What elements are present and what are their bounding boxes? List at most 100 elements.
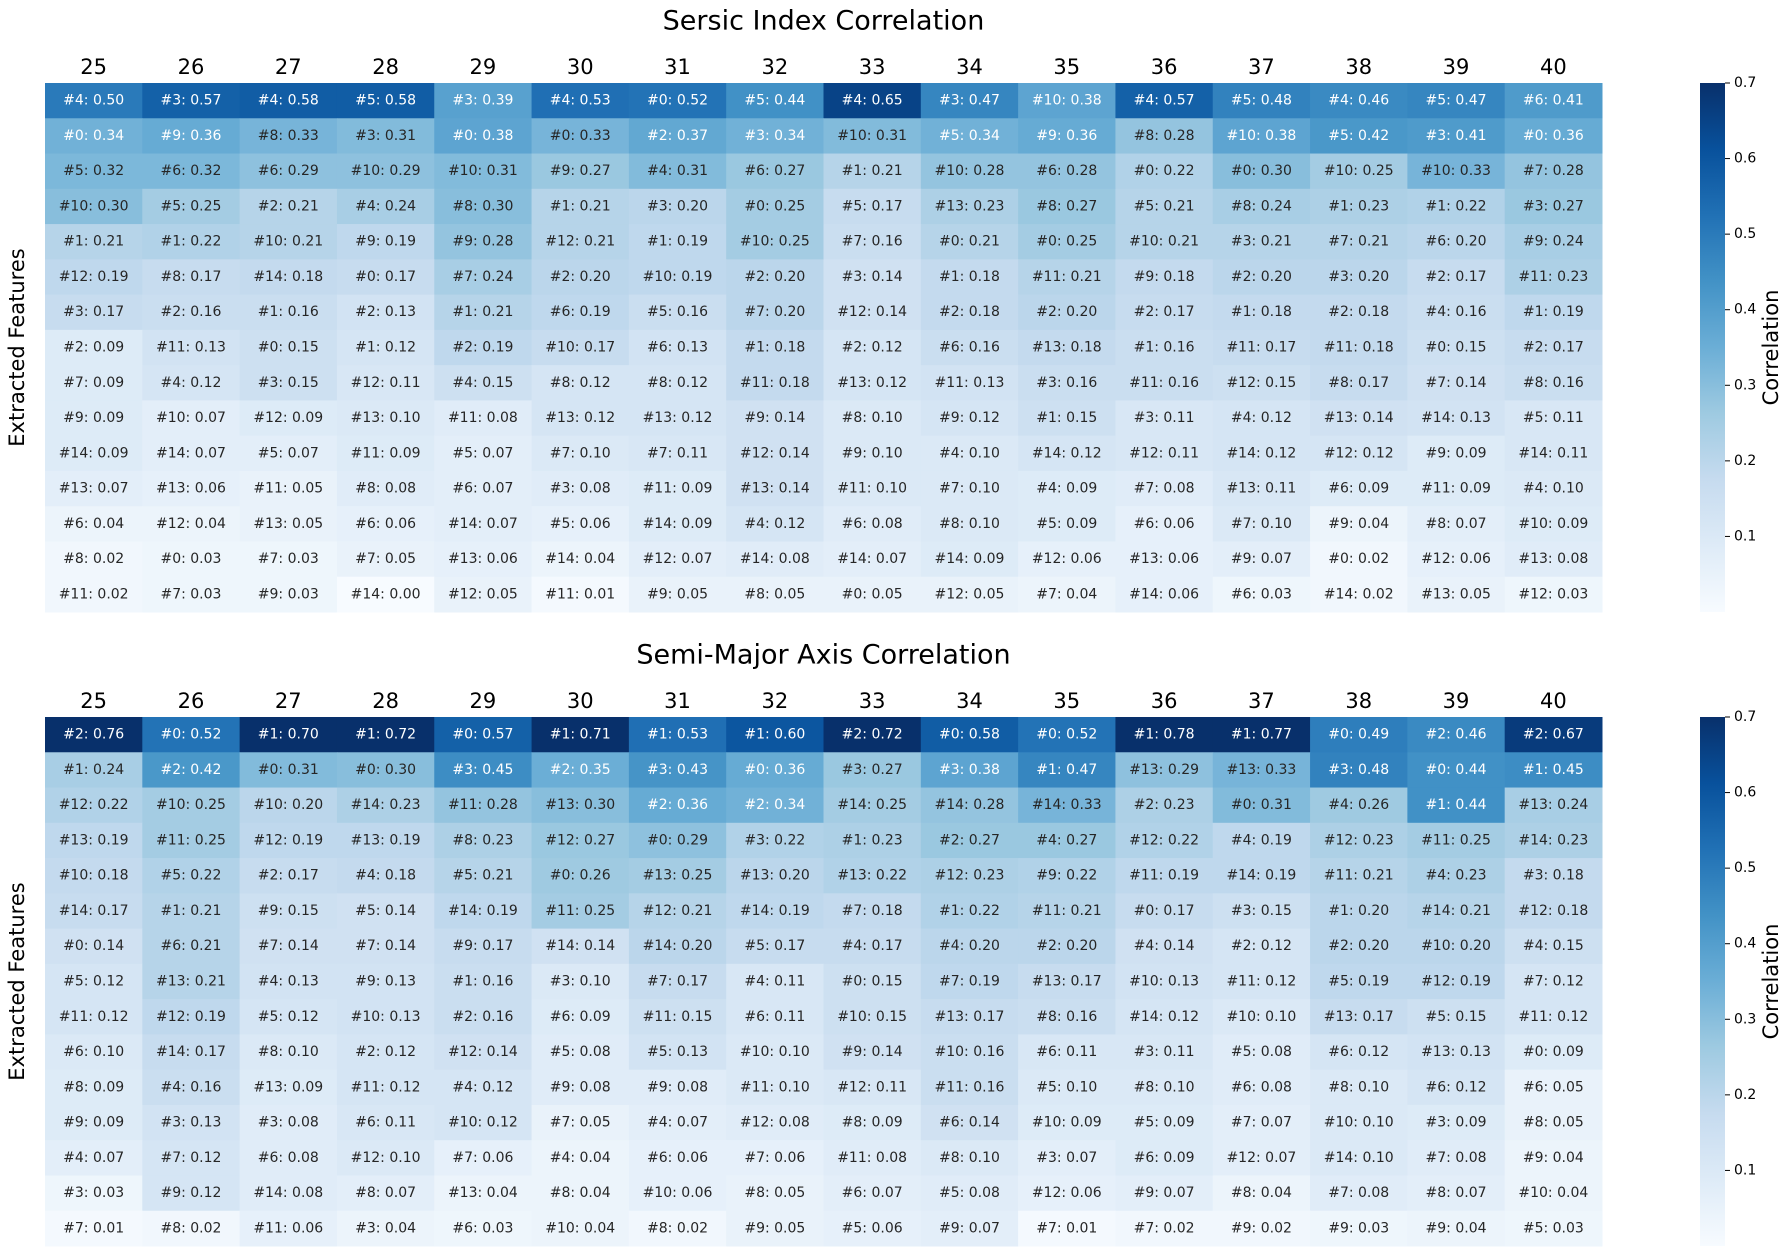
cell-label: #0: 0.34 <box>63 128 124 144</box>
cell-label: #11: 0.01 <box>545 586 615 602</box>
heatmap-cell <box>920 118 1019 155</box>
heatmap-cell <box>920 1175 1019 1212</box>
heatmap-cell <box>531 1175 630 1212</box>
cell-label: #1: 0.22 <box>939 903 1000 919</box>
heatmap-cell <box>1115 893 1214 930</box>
cell-label: #14: 0.13 <box>1421 410 1491 426</box>
cell-label: #4: 0.17 <box>842 938 903 954</box>
heatmap-cell <box>1212 329 1311 366</box>
cell-label: #11: 0.10 <box>740 1079 810 1095</box>
cell-label: #9: 0.28 <box>452 234 513 250</box>
heatmap-cell <box>1018 1140 1116 1176</box>
heatmap-cell <box>45 1069 143 1106</box>
heatmap-cell <box>1115 928 1214 965</box>
heatmap-cell <box>1407 787 1506 824</box>
heatmap-cell <box>1115 1034 1214 1071</box>
column-label: 31 <box>664 55 691 79</box>
heatmap-cell <box>1212 1069 1311 1106</box>
heatmap-cell <box>1115 435 1214 472</box>
heatmap-cell <box>1407 224 1506 260</box>
heatmap-cell <box>1115 506 1214 542</box>
heatmap-cell <box>726 224 824 260</box>
heatmap-cell <box>531 1069 630 1106</box>
cell-label: #0: 0.44 <box>1426 762 1487 778</box>
colorbar <box>1700 83 1725 612</box>
heatmap-cell <box>45 470 143 507</box>
cell-label: #14: 0.21 <box>1421 903 1491 919</box>
cell-label: #13: 0.06 <box>156 481 226 497</box>
cell-label: #10: 0.16 <box>935 1044 1005 1060</box>
heatmap-cell <box>239 1210 338 1247</box>
heatmap-cell <box>1212 1140 1311 1176</box>
cell-label: #3: 0.22 <box>744 832 805 848</box>
cell-label: #7: 0.28 <box>1523 163 1584 179</box>
heatmap-cell <box>1504 1104 1603 1141</box>
column-label: 29 <box>470 55 497 79</box>
cell-label: #8: 0.05 <box>1523 1115 1584 1131</box>
cell-label: #13: 0.05 <box>1421 586 1491 602</box>
heatmap-cell <box>1212 400 1311 437</box>
cell-label: #13: 0.29 <box>1129 762 1199 778</box>
cell-label: #2: 0.20 <box>744 269 805 285</box>
cell-label: #7: 0.16 <box>842 234 903 250</box>
cell-label: #6: 0.07 <box>452 481 513 497</box>
heatmap-cell <box>239 1034 338 1071</box>
cell-label: #13: 0.19 <box>351 832 421 848</box>
cell-label: #13: 0.20 <box>740 868 810 884</box>
heatmap-cell <box>726 822 824 859</box>
cell-label: #8: 0.28 <box>1134 128 1195 144</box>
cell-label: #0: 0.33 <box>550 128 611 144</box>
heatmap-cell <box>531 822 630 859</box>
cell-label: #10: 0.31 <box>448 163 518 179</box>
heatmap-cell <box>823 83 922 119</box>
cell-label: #8: 0.24 <box>1231 198 1292 214</box>
cell-label: #8: 0.10 <box>842 410 903 426</box>
heatmap-cell <box>628 435 727 472</box>
cell-label: #8: 0.33 <box>258 128 319 144</box>
cell-label: #2: 0.16 <box>452 1009 513 1025</box>
heatmap-cell <box>45 963 143 1000</box>
cell-label: #1: 0.70 <box>258 727 319 743</box>
heatmap-cell <box>1115 963 1214 1000</box>
cell-label: #14: 0.19 <box>1226 868 1296 884</box>
cell-label: #11: 0.13 <box>935 375 1005 391</box>
column-label: 40 <box>1540 55 1567 79</box>
cell-label: #1: 0.12 <box>355 340 416 356</box>
heatmap-cell <box>1018 963 1116 1000</box>
heatmap-cell <box>1018 329 1116 366</box>
cell-label: #13: 0.12 <box>837 375 907 391</box>
cell-label: #13: 0.30 <box>545 797 615 813</box>
cell-label: #12: 0.19 <box>1421 974 1491 990</box>
cell-label: #3: 0.03 <box>63 1185 124 1201</box>
cell-label: #4: 0.26 <box>1328 797 1389 813</box>
cell-label: #14: 0.12 <box>1129 1009 1199 1025</box>
cell-label: #4: 0.10 <box>1523 481 1584 497</box>
cell-label: #2: 0.20 <box>550 269 611 285</box>
cell-label: #7: 0.09 <box>63 375 124 391</box>
cell-label: #3: 0.39 <box>452 93 513 109</box>
heatmap-cell <box>823 118 922 155</box>
heatmap-cell <box>1212 365 1311 401</box>
heatmap-cell <box>1407 153 1506 190</box>
heatmap-cell <box>1018 294 1116 331</box>
heatmap-cell <box>628 506 727 542</box>
heatmap-cell <box>336 259 435 296</box>
cell-label: #0: 0.25 <box>744 198 805 214</box>
column-label: 27 <box>275 55 302 79</box>
colorbar-label: Correlation <box>1759 290 1783 406</box>
cell-label: #10: 0.29 <box>351 163 421 179</box>
cell-label: #2: 0.12 <box>1231 938 1292 954</box>
heatmap-cell <box>1212 752 1311 789</box>
heatmap-cell <box>823 787 922 824</box>
heatmap-cell <box>1310 400 1408 437</box>
heatmap-cell <box>45 576 143 613</box>
cell-label: #3: 0.17 <box>63 304 124 320</box>
heatmap-cell <box>726 329 824 366</box>
cell-label: #12: 0.11 <box>837 1079 907 1095</box>
heatmap-cell <box>1212 928 1311 965</box>
heatmap-cell <box>434 435 533 472</box>
heatmap-cell <box>531 541 630 578</box>
cell-label: #0: 0.36 <box>1523 128 1584 144</box>
cell-label: #6: 0.08 <box>842 516 903 532</box>
colorbar-tick-label: 0.2 <box>1734 453 1756 469</box>
